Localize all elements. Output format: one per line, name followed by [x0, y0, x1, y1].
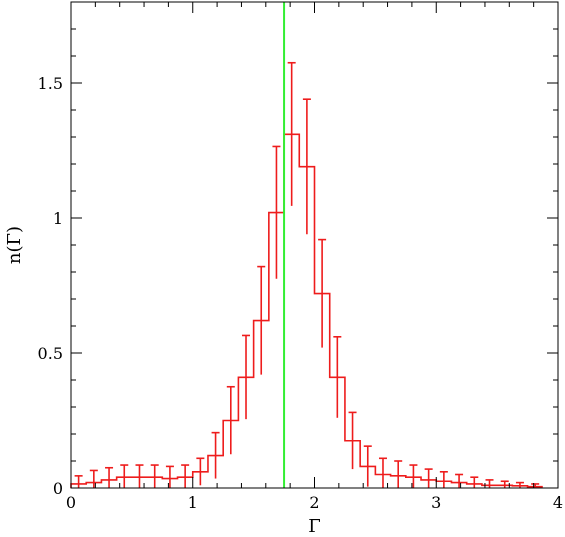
error-bar — [439, 470, 448, 488]
error-bar — [333, 335, 342, 418]
y-tick-label: 1.5 — [38, 74, 63, 93]
error-bar — [318, 238, 327, 348]
tick-labels: 0 1 2 3 4 0 0.5 1 1.5 — [38, 74, 564, 512]
y-axis-label: n(Γ) — [4, 226, 25, 264]
error-bar — [272, 145, 281, 279]
error-bar — [120, 464, 129, 488]
error-bar — [150, 464, 159, 488]
error-bar — [424, 468, 433, 488]
x-tick-label: 0 — [66, 493, 76, 512]
error-bar — [470, 476, 479, 488]
error-bar — [287, 61, 296, 206]
y-tick-label: 0 — [53, 479, 63, 498]
error-bar — [363, 445, 372, 487]
error-bar — [196, 457, 205, 486]
y-tick-label: 0.5 — [38, 344, 63, 363]
plot-frame — [70, 1, 559, 489]
error-bar — [394, 460, 403, 488]
error-bar — [242, 334, 251, 420]
error-bar — [74, 475, 83, 488]
x-tick-label: 2 — [309, 493, 319, 512]
error-bar — [181, 464, 190, 488]
error-bar — [531, 483, 540, 488]
error-bar — [165, 465, 174, 488]
x-tick-label: 1 — [188, 493, 198, 512]
x-tick-label: 3 — [431, 493, 441, 512]
error-bar — [226, 385, 235, 455]
error-bar — [135, 464, 144, 488]
error-bar — [257, 265, 266, 375]
error-bar — [105, 466, 114, 488]
error-bar — [348, 411, 357, 470]
error-bar — [211, 431, 220, 479]
plot-area — [70, 2, 543, 488]
x-tick-label: 4 — [553, 493, 563, 512]
error-bar — [302, 98, 311, 235]
error-bar — [500, 480, 509, 488]
error-bar — [485, 479, 494, 488]
error-bar — [409, 464, 418, 488]
error-bar — [89, 469, 98, 488]
x-axis-label: Γ — [308, 516, 321, 537]
y-tick-label: 1 — [53, 209, 63, 228]
error-bar — [378, 457, 387, 488]
error-bar — [515, 481, 524, 488]
error-bar — [455, 473, 464, 488]
